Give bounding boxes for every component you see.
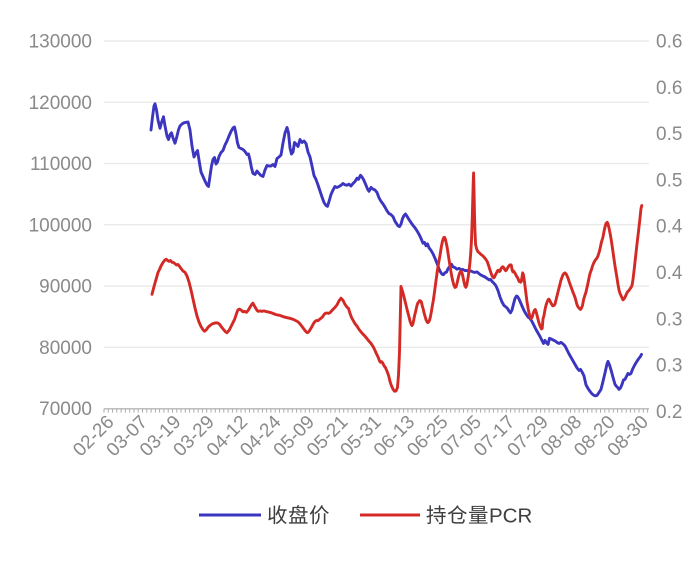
- svg-text:0.4: 0.4: [656, 217, 683, 238]
- svg-text:80000: 80000: [39, 338, 92, 359]
- svg-text:70000: 70000: [39, 399, 92, 420]
- svg-text:0.5: 0.5: [656, 170, 682, 191]
- svg-text:0.2: 0.2: [656, 402, 682, 423]
- svg-text:0.4: 0.4: [656, 263, 683, 284]
- svg-text:0.3: 0.3: [656, 356, 682, 377]
- svg-text:0.6: 0.6: [656, 78, 682, 99]
- svg-text:100000: 100000: [29, 215, 92, 236]
- svg-text:0.3: 0.3: [656, 309, 682, 330]
- svg-text:0.6: 0.6: [656, 32, 682, 53]
- svg-text:PCR: PCR: [489, 505, 532, 528]
- svg-text:90000: 90000: [39, 277, 92, 298]
- svg-text:110000: 110000: [30, 154, 92, 175]
- svg-text:120000: 120000: [29, 93, 92, 114]
- svg-text:0.5: 0.5: [656, 124, 682, 145]
- svg-text:130000: 130000: [29, 32, 92, 53]
